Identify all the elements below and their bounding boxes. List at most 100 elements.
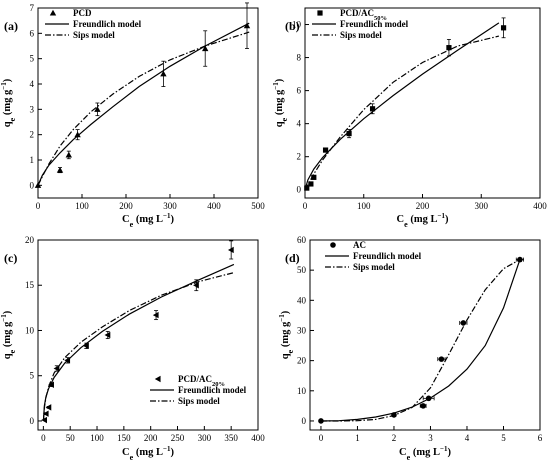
data-point bbox=[346, 130, 352, 137]
data-point bbox=[311, 174, 317, 180]
legend-label: Freundlich model bbox=[340, 19, 409, 29]
x-tick-label: 4 bbox=[465, 433, 470, 443]
chart-panel-2: 0 100 200 300 400 0 2 4 6 8 10(b) Ce (mg L−1) qe (mg… bbox=[272, 7, 547, 229]
legend-label: PCD/AC20% bbox=[178, 374, 225, 388]
data-point bbox=[308, 181, 314, 187]
y-tick-label: 5 bbox=[30, 54, 35, 64]
legend-label: Sips model bbox=[73, 30, 115, 40]
data-point bbox=[202, 45, 209, 52]
panel-label: (a) bbox=[4, 19, 18, 33]
x-tick-label: 100 bbox=[75, 201, 89, 211]
x-axis-label: Ce (mg L−1) bbox=[399, 445, 451, 462]
legend-label: PCD/AC50% bbox=[340, 8, 387, 22]
x-tick-label: 0 bbox=[36, 201, 41, 211]
legend-label: Freundlich model bbox=[353, 251, 422, 261]
y-tick-label: 6 bbox=[297, 86, 302, 96]
y-tick-label: 4 bbox=[30, 79, 35, 89]
data-point bbox=[460, 320, 467, 326]
y-tick-label: 3 bbox=[30, 104, 35, 114]
y-tick-label: 20 bbox=[297, 356, 307, 366]
x-tick-label: 2 bbox=[392, 433, 397, 443]
data-point bbox=[42, 410, 49, 417]
y-tick-label: 2 bbox=[297, 152, 302, 162]
y-tick-label: 0 bbox=[30, 180, 35, 190]
data-point bbox=[438, 356, 445, 362]
x-tick-label: 100 bbox=[90, 433, 104, 443]
x-tick-label: 300 bbox=[475, 201, 489, 211]
y-tick-label: 1 bbox=[30, 155, 35, 165]
plot-frame bbox=[309, 239, 541, 431]
data-point bbox=[322, 147, 329, 153]
x-tick-label: 3 bbox=[428, 433, 433, 443]
legend-marker bbox=[154, 375, 161, 383]
y-tick-label: 8 bbox=[297, 53, 302, 63]
x-axis-label: Ce (mg L−1) bbox=[397, 212, 449, 229]
x-tick-label: 350 bbox=[224, 433, 238, 443]
data-point bbox=[160, 70, 167, 77]
legend-label: Freundlich model bbox=[73, 19, 142, 29]
y-tick-label: 15 bbox=[25, 280, 35, 290]
x-tick-label: 100 bbox=[357, 201, 371, 211]
x-tick-label: 300 bbox=[163, 201, 177, 211]
x-tick-label: 200 bbox=[416, 201, 430, 211]
sips-curve bbox=[37, 31, 250, 186]
x-tick-label: 0 bbox=[41, 433, 46, 443]
y-tick-label: 0 bbox=[297, 185, 302, 195]
y-axis-label: qe (mg g−1) bbox=[0, 310, 17, 359]
legend-label: Freundlich model bbox=[178, 385, 247, 395]
data-point bbox=[56, 166, 64, 173]
x-tick-label: 6 bbox=[538, 433, 543, 443]
x-tick-label: 50 bbox=[66, 433, 76, 443]
legend-label: Sips model bbox=[340, 30, 382, 40]
plot-frame bbox=[37, 239, 259, 431]
legend-label: Sips model bbox=[353, 262, 395, 272]
data-point bbox=[369, 106, 376, 112]
y-axis-label: qe (mg g−1) bbox=[278, 310, 295, 359]
data-point bbox=[446, 45, 452, 51]
data-point bbox=[500, 25, 507, 31]
data-point bbox=[94, 106, 101, 112]
panel-label: (c) bbox=[4, 251, 17, 265]
legend-label: PCD bbox=[73, 8, 92, 18]
y-tick-label: 60 bbox=[297, 235, 307, 245]
y-tick-label: 50 bbox=[297, 265, 307, 275]
y-tick-label: 10 bbox=[25, 325, 35, 335]
data-point bbox=[104, 331, 111, 339]
x-tick-label: 250 bbox=[171, 433, 185, 443]
sips-curve bbox=[321, 259, 521, 422]
data-point bbox=[41, 416, 47, 424]
y-tick-label: 40 bbox=[297, 295, 307, 305]
data-point bbox=[83, 342, 89, 350]
y-tick-label: 6 bbox=[30, 28, 35, 38]
data-point bbox=[53, 365, 60, 372]
data-point bbox=[74, 131, 81, 138]
y-tick-label: 0 bbox=[30, 416, 35, 426]
data-point bbox=[517, 256, 523, 263]
x-tick-label: 400 bbox=[207, 201, 221, 211]
y-tick-label: 5 bbox=[30, 371, 35, 381]
panel-label: (b) bbox=[285, 19, 300, 33]
data-point bbox=[152, 311, 159, 319]
y-tick-label: 4 bbox=[297, 119, 302, 129]
data-point bbox=[227, 246, 234, 254]
y-tick-label: 0 bbox=[302, 416, 307, 426]
plot-frame bbox=[37, 7, 259, 199]
data-point bbox=[318, 418, 324, 424]
x-tick-label: 0 bbox=[303, 201, 308, 211]
chart-panel-1: 0 100 200 300 400 500 0 1 2 3 4 5 6 7 (a) Ce (mg L−1) qe… bbox=[0, 2, 265, 229]
y-tick-label: 20 bbox=[25, 235, 35, 245]
legend-label: AC bbox=[353, 240, 366, 250]
x-tick-label: 0 bbox=[319, 433, 324, 443]
y-axis-label: qe (mg g−1) bbox=[0, 78, 17, 127]
x-tick-label: 1 bbox=[355, 433, 360, 443]
legend-marker bbox=[317, 10, 323, 16]
data-point bbox=[304, 185, 310, 191]
x-axis-label: Ce (mg L−1) bbox=[122, 212, 174, 229]
data-point bbox=[193, 282, 199, 289]
